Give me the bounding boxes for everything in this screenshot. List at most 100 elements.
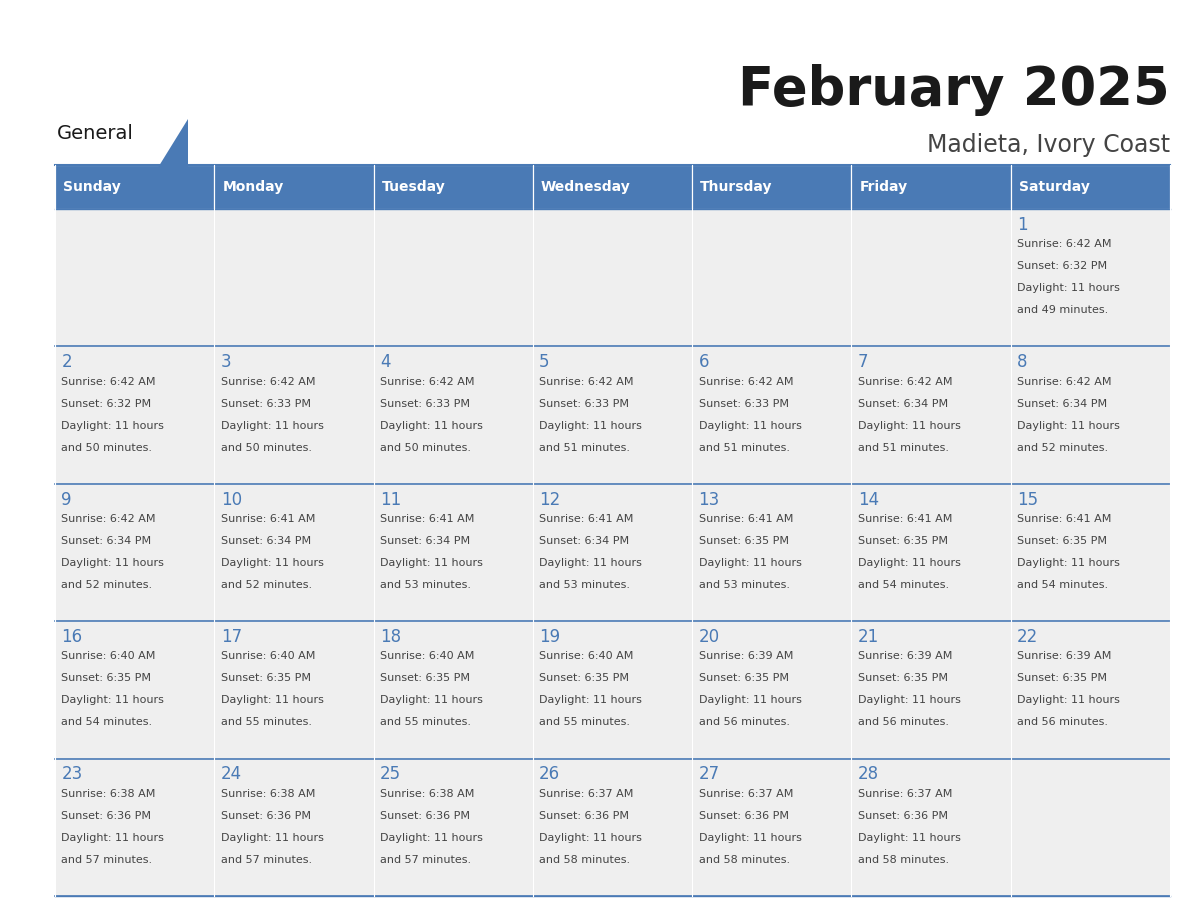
- Bar: [1011, 346, 1170, 484]
- Bar: [1011, 484, 1170, 621]
- Bar: [693, 209, 852, 346]
- Text: Sunrise: 6:37 AM: Sunrise: 6:37 AM: [858, 789, 952, 799]
- Text: Daylight: 11 hours: Daylight: 11 hours: [62, 833, 164, 843]
- Bar: [852, 621, 1011, 758]
- Text: Sunset: 6:33 PM: Sunset: 6:33 PM: [380, 398, 470, 409]
- Text: and 55 minutes.: and 55 minutes.: [221, 717, 311, 727]
- Text: and 53 minutes.: and 53 minutes.: [699, 580, 790, 590]
- Text: Sunset: 6:35 PM: Sunset: 6:35 PM: [539, 674, 630, 683]
- Text: Daylight: 11 hours: Daylight: 11 hours: [858, 696, 961, 705]
- Bar: [373, 621, 533, 758]
- Text: Daylight: 11 hours: Daylight: 11 hours: [1017, 696, 1120, 705]
- Text: Sunrise: 6:41 AM: Sunrise: 6:41 AM: [221, 514, 315, 524]
- Text: 15: 15: [1017, 490, 1038, 509]
- Bar: [214, 165, 373, 209]
- Text: Sunset: 6:34 PM: Sunset: 6:34 PM: [221, 536, 311, 546]
- Bar: [852, 346, 1011, 484]
- Text: 9: 9: [62, 490, 71, 509]
- Text: and 53 minutes.: and 53 minutes.: [539, 580, 630, 590]
- Text: Tuesday: Tuesday: [381, 180, 446, 194]
- Text: and 57 minutes.: and 57 minutes.: [221, 855, 311, 865]
- Text: Sunrise: 6:37 AM: Sunrise: 6:37 AM: [699, 789, 792, 799]
- Text: Daylight: 11 hours: Daylight: 11 hours: [62, 420, 164, 431]
- Text: and 52 minutes.: and 52 minutes.: [62, 580, 152, 590]
- Text: 20: 20: [699, 628, 720, 646]
- Text: and 50 minutes.: and 50 minutes.: [62, 442, 152, 453]
- Text: Sunset: 6:35 PM: Sunset: 6:35 PM: [699, 536, 789, 546]
- Text: 23: 23: [62, 766, 83, 783]
- Text: 4: 4: [380, 353, 391, 371]
- Text: 19: 19: [539, 628, 561, 646]
- Text: Daylight: 11 hours: Daylight: 11 hours: [221, 833, 323, 843]
- Text: Sunrise: 6:42 AM: Sunrise: 6:42 AM: [62, 514, 156, 524]
- Text: Sunrise: 6:38 AM: Sunrise: 6:38 AM: [221, 789, 315, 799]
- Text: Daylight: 11 hours: Daylight: 11 hours: [699, 558, 802, 568]
- Text: and 54 minutes.: and 54 minutes.: [62, 717, 152, 727]
- Text: and 52 minutes.: and 52 minutes.: [1017, 442, 1108, 453]
- Text: 1: 1: [1017, 216, 1028, 234]
- Bar: [55, 346, 214, 484]
- Text: Daylight: 11 hours: Daylight: 11 hours: [380, 696, 482, 705]
- Text: 21: 21: [858, 628, 879, 646]
- Text: Sunrise: 6:40 AM: Sunrise: 6:40 AM: [539, 652, 633, 662]
- Text: 14: 14: [858, 490, 879, 509]
- Text: and 56 minutes.: and 56 minutes.: [858, 717, 949, 727]
- Text: Daylight: 11 hours: Daylight: 11 hours: [1017, 420, 1120, 431]
- Text: Sunrise: 6:41 AM: Sunrise: 6:41 AM: [539, 514, 633, 524]
- Bar: [214, 484, 373, 621]
- Bar: [55, 209, 214, 346]
- Text: Sunset: 6:36 PM: Sunset: 6:36 PM: [221, 811, 310, 821]
- Text: Daylight: 11 hours: Daylight: 11 hours: [221, 696, 323, 705]
- Text: and 56 minutes.: and 56 minutes.: [699, 717, 790, 727]
- Text: Sunrise: 6:39 AM: Sunrise: 6:39 AM: [1017, 652, 1112, 662]
- Bar: [693, 621, 852, 758]
- Bar: [55, 165, 214, 209]
- Text: Daylight: 11 hours: Daylight: 11 hours: [858, 833, 961, 843]
- Text: Daylight: 11 hours: Daylight: 11 hours: [699, 420, 802, 431]
- Text: Blue: Blue: [78, 168, 127, 187]
- Text: 6: 6: [699, 353, 709, 371]
- Text: Sunrise: 6:42 AM: Sunrise: 6:42 AM: [858, 376, 953, 386]
- Text: Daylight: 11 hours: Daylight: 11 hours: [699, 833, 802, 843]
- Bar: [373, 484, 533, 621]
- Bar: [1011, 758, 1170, 896]
- Text: Daylight: 11 hours: Daylight: 11 hours: [858, 420, 961, 431]
- Text: Sunset: 6:36 PM: Sunset: 6:36 PM: [858, 811, 948, 821]
- Text: 7: 7: [858, 353, 868, 371]
- Text: Sunset: 6:34 PM: Sunset: 6:34 PM: [380, 536, 470, 546]
- Text: Sunset: 6:36 PM: Sunset: 6:36 PM: [380, 811, 470, 821]
- Text: Daylight: 11 hours: Daylight: 11 hours: [1017, 558, 1120, 568]
- Text: Sunrise: 6:41 AM: Sunrise: 6:41 AM: [858, 514, 952, 524]
- Text: and 52 minutes.: and 52 minutes.: [221, 580, 311, 590]
- Text: 13: 13: [699, 490, 720, 509]
- Text: Daylight: 11 hours: Daylight: 11 hours: [1017, 283, 1120, 293]
- Text: Sunset: 6:34 PM: Sunset: 6:34 PM: [858, 398, 948, 409]
- Text: 12: 12: [539, 490, 561, 509]
- Bar: [1011, 165, 1170, 209]
- Bar: [373, 758, 533, 896]
- Text: Sunset: 6:36 PM: Sunset: 6:36 PM: [539, 811, 630, 821]
- Text: 25: 25: [380, 766, 402, 783]
- Text: 2: 2: [62, 353, 72, 371]
- Text: Sunset: 6:34 PM: Sunset: 6:34 PM: [1017, 398, 1107, 409]
- Text: Sunset: 6:35 PM: Sunset: 6:35 PM: [221, 674, 310, 683]
- Text: and 56 minutes.: and 56 minutes.: [1017, 717, 1108, 727]
- Bar: [852, 209, 1011, 346]
- Text: Sunset: 6:36 PM: Sunset: 6:36 PM: [699, 811, 789, 821]
- Text: Daylight: 11 hours: Daylight: 11 hours: [380, 420, 482, 431]
- Text: Daylight: 11 hours: Daylight: 11 hours: [539, 696, 642, 705]
- Text: Daylight: 11 hours: Daylight: 11 hours: [221, 558, 323, 568]
- Bar: [214, 621, 373, 758]
- Text: and 54 minutes.: and 54 minutes.: [1017, 580, 1108, 590]
- Bar: [533, 346, 693, 484]
- Text: Sunrise: 6:41 AM: Sunrise: 6:41 AM: [1017, 514, 1112, 524]
- Text: Daylight: 11 hours: Daylight: 11 hours: [380, 833, 482, 843]
- Text: Daylight: 11 hours: Daylight: 11 hours: [539, 420, 642, 431]
- Text: and 55 minutes.: and 55 minutes.: [539, 717, 630, 727]
- Bar: [55, 621, 214, 758]
- Bar: [533, 621, 693, 758]
- Bar: [852, 484, 1011, 621]
- Text: Sunset: 6:33 PM: Sunset: 6:33 PM: [539, 398, 630, 409]
- Bar: [693, 346, 852, 484]
- Text: Sunset: 6:35 PM: Sunset: 6:35 PM: [858, 536, 948, 546]
